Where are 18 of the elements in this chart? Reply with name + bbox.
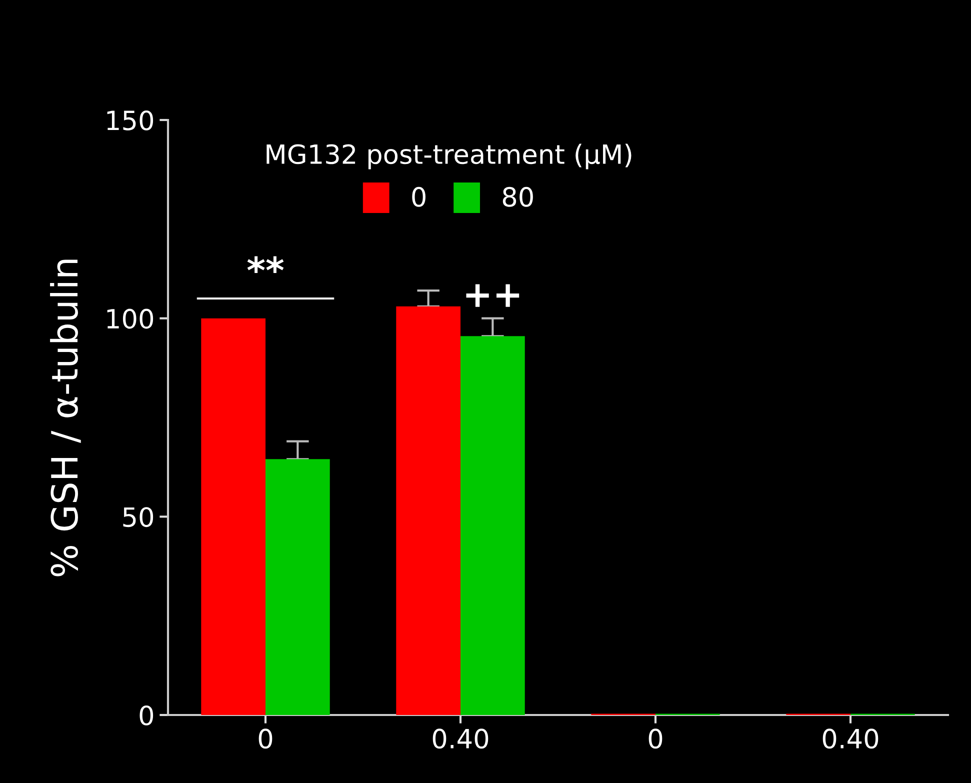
y-tick-label: 0	[140, 705, 154, 726]
x-tick-label: 0	[648, 728, 662, 749]
annotation: **	[247, 256, 284, 274]
legend-title: MG132 post-treatment (µM)	[266, 144, 632, 170]
bar	[396, 306, 460, 715]
legend-label: 0	[412, 186, 426, 207]
annotation: ++	[466, 284, 520, 307]
bar	[460, 336, 525, 715]
y-axis-title: % GSH / α-tubulin	[50, 260, 81, 576]
legend-label: 80	[502, 186, 533, 207]
y-tick-label: 150	[107, 110, 154, 130]
x-tick-label: 0	[258, 728, 272, 749]
x-tick-label: 0.40	[432, 728, 488, 749]
bar	[201, 318, 266, 715]
bar	[266, 459, 330, 715]
x-tick-label: 0.40	[822, 728, 878, 749]
y-tick-label: 100	[107, 308, 154, 329]
y-tick-label: 50	[123, 507, 154, 528]
